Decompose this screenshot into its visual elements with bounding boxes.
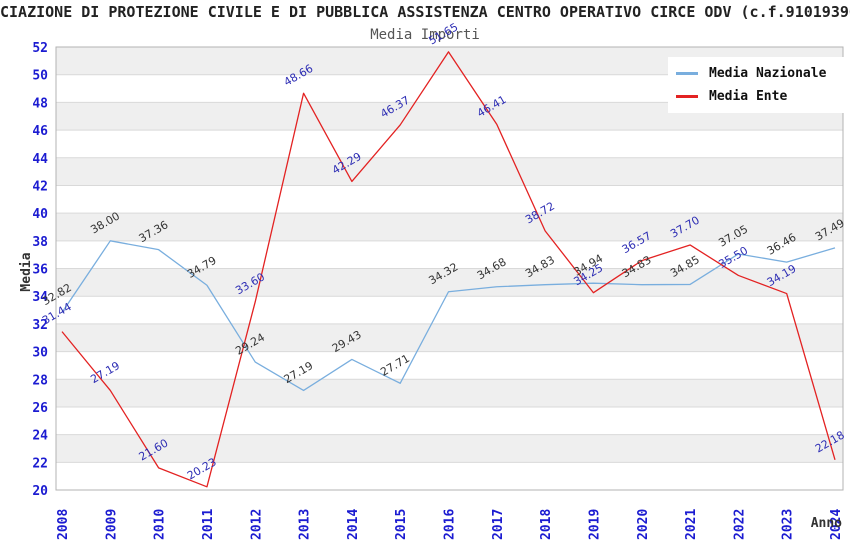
y-tick-label: 28	[32, 373, 48, 388]
y-tick-label: 26	[32, 401, 48, 416]
y-tick-label: 38	[32, 235, 48, 250]
chart-legend: Media Nazionale Media Ente	[668, 57, 850, 113]
y-tick-label: 52	[32, 41, 48, 56]
y-tick-label: 32	[32, 318, 48, 333]
x-tick-label: 2013	[298, 509, 313, 540]
y-tick-label: 44	[32, 152, 48, 167]
y-tick-label: 20	[32, 484, 48, 499]
x-tick-label: 2022	[732, 509, 747, 540]
plot-border	[55, 46, 844, 491]
y-tick-label: 46	[32, 124, 48, 139]
y-tick-label: 34	[32, 290, 48, 305]
x-tick-label: 2021	[684, 509, 699, 540]
chart-title: CIAZIONE DI PROTEZIONE CIVILE E DI PUBBL…	[0, 3, 850, 21]
y-tick-label: 48	[32, 96, 48, 111]
legend-swatch-media-nazionale-icon	[676, 72, 698, 75]
plot-band	[56, 379, 843, 407]
y-tick-label: 40	[32, 207, 48, 222]
series-line-media-ente	[61, 51, 836, 488]
x-tick-label: 2019	[587, 509, 602, 540]
legend-swatch-media-ente-icon	[676, 95, 698, 98]
x-tick-label: 2009	[104, 509, 119, 540]
y-tick-label: 30	[32, 346, 48, 361]
y-tick-label: 36	[32, 263, 48, 278]
x-tick-label: 2017	[491, 509, 506, 540]
x-tick-label: 2014	[346, 509, 361, 540]
plot-band	[56, 434, 843, 463]
x-tick-label: 2016	[443, 509, 458, 540]
y-tick-label: 24	[32, 429, 48, 444]
x-tick-label: 2008	[56, 509, 71, 540]
x-axis-title: Anno	[811, 516, 842, 531]
plot-band	[56, 157, 843, 186]
x-tick-label: 2018	[539, 509, 554, 540]
plot-band	[56, 213, 843, 241]
legend-item-media-ente: Media Ente	[668, 89, 850, 104]
series-line-media-nazionale	[61, 240, 836, 392]
legend-label-media-nazionale: Media Nazionale	[709, 66, 827, 81]
legend-label-media-ente: Media Ente	[709, 89, 788, 104]
y-axis-title: Media	[19, 252, 34, 291]
data-label-media-ente: 51.65	[427, 20, 461, 47]
x-tick-label: 2020	[636, 509, 651, 540]
plot-band	[56, 323, 843, 352]
y-tick-label: 22	[32, 456, 48, 471]
y-tick-label: 42	[32, 179, 48, 194]
x-tick-label: 2012	[249, 509, 264, 540]
x-tick-label: 2010	[153, 509, 168, 540]
x-tick-label: 2015	[394, 509, 409, 540]
y-tick-label: 50	[32, 69, 48, 84]
x-tick-label: 2023	[781, 509, 796, 540]
data-label-media-nazionale: 27.71	[378, 352, 412, 379]
chart-subtitle: Media Importi	[370, 27, 480, 43]
x-tick-label: 2024	[829, 509, 844, 540]
x-tick-label: 2011	[201, 509, 216, 540]
legend-item-media-nazionale: Media Nazionale	[668, 66, 850, 81]
